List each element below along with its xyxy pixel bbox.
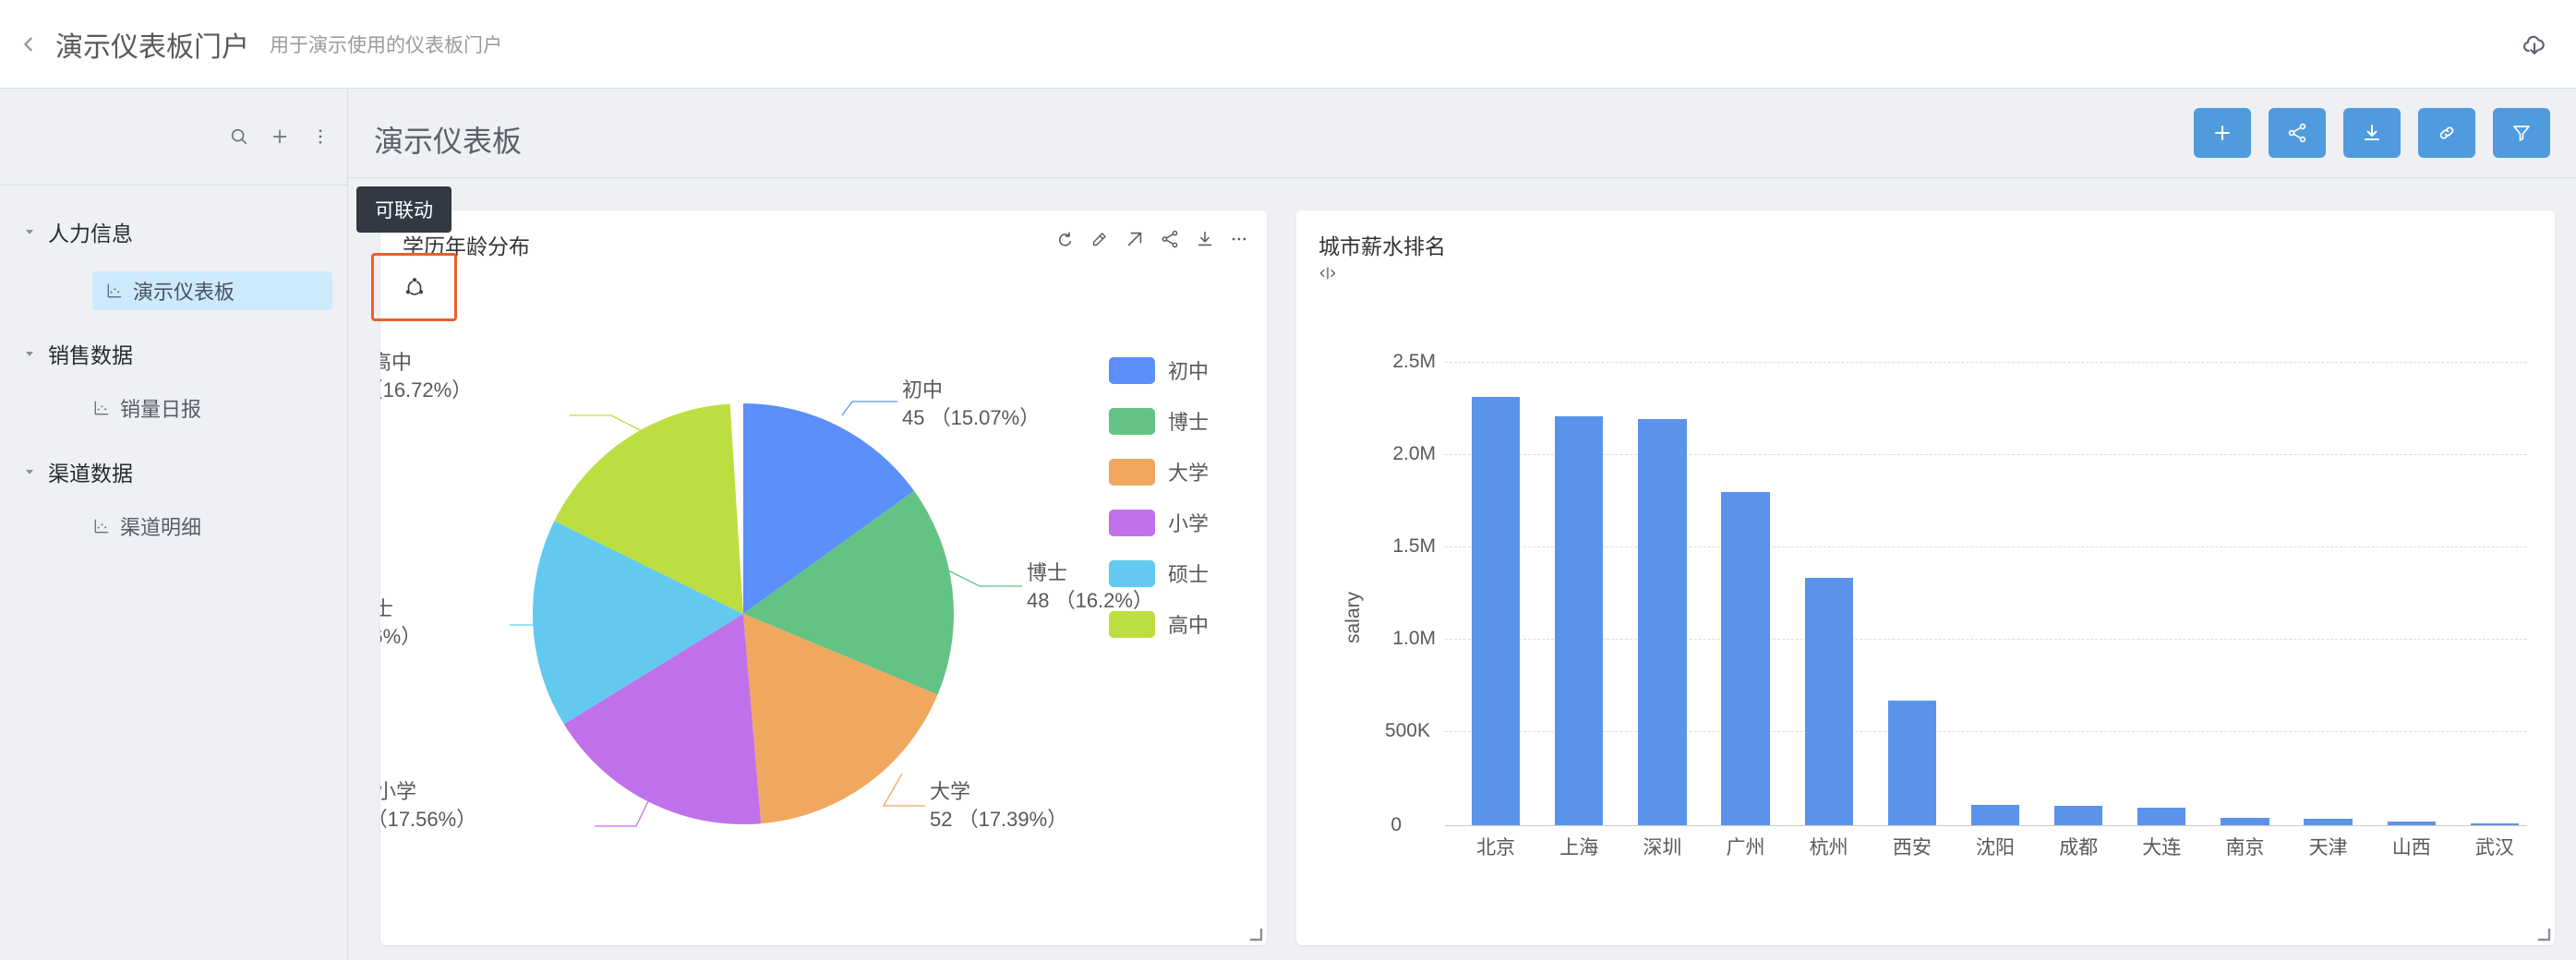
- svg-text:博士: 博士: [1027, 561, 1067, 584]
- svg-text:小学: 小学: [380, 780, 416, 803]
- svg-text:48 （16.06%）: 48 （16.06%）: [380, 625, 421, 648]
- svg-text:52 （17.39%）: 52 （17.39%）: [930, 808, 1067, 831]
- svg-text:大学: 大学: [930, 780, 970, 803]
- svg-text:初中: 初中: [902, 378, 943, 402]
- svg-text:高中: 高中: [380, 351, 412, 374]
- svg-text:45 （15.07%）: 45 （15.07%）: [902, 406, 1040, 429]
- svg-text:52 （17.56%）: 52 （17.56%）: [380, 808, 476, 831]
- svg-text:硕士: 硕士: [380, 597, 393, 620]
- svg-text:50 （16.72%）: 50 （16.72%）: [380, 378, 472, 402]
